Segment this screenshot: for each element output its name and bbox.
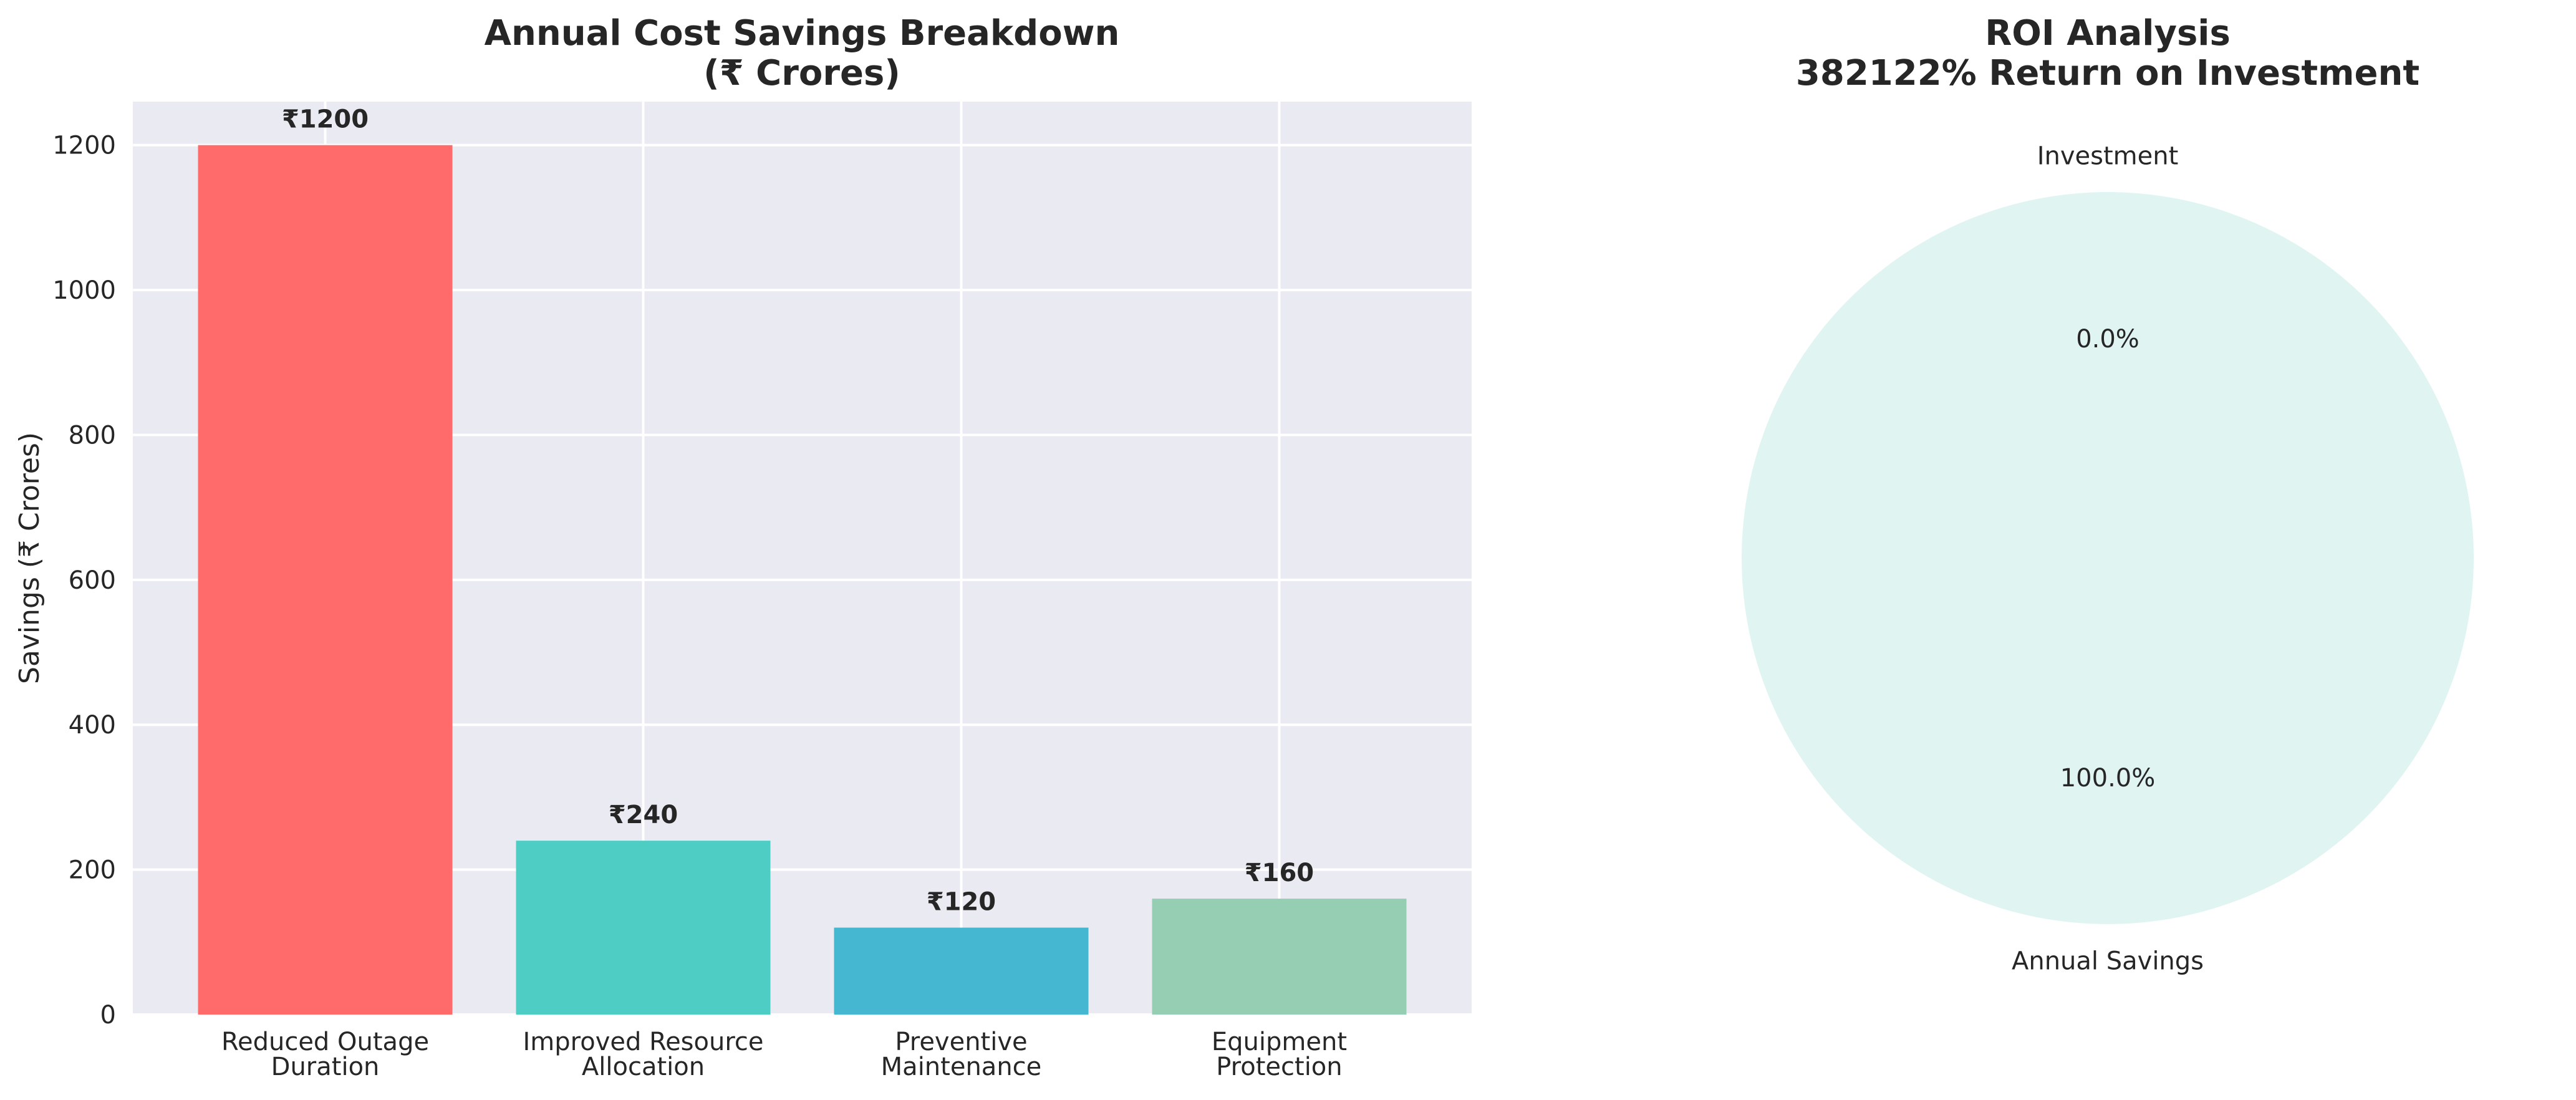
x-tick-label: Protection [1216,1053,1342,1081]
x-tick-label: Improved Resource [523,1028,764,1056]
y-tick-label: 1200 [52,132,116,160]
pie-percent-label: 0.0% [2076,325,2139,354]
bar-value-label: ₹160 [1245,859,1314,887]
bar-marks [198,145,1407,1015]
x-tick-label: Duration [271,1053,380,1081]
pie-slice-label: Annual Savings [2012,947,2204,976]
bar-value-labels: ₹1200 ₹240 ₹120 ₹160 [282,105,1314,917]
x-tick-label: Reduced Outage [221,1028,429,1056]
x-tick-label: Equipment [1212,1028,1347,1056]
bar-value-label: ₹1200 [282,105,369,134]
bar-chart-title-line2: (₹ Crores) [703,53,900,94]
y-tick-labels: 0 200 400 600 800 1000 1200 [52,132,116,1030]
y-tick-label: 200 [69,856,116,885]
bar-value-label: ₹240 [609,801,678,829]
pie-percent-label: 100.0% [2060,764,2156,793]
pie-chart: ROI Analysis 382122% Return on Investmen… [1742,13,2474,976]
pie-slice [1742,192,2474,924]
bar-chart-title-line1: Annual Cost Savings Breakdown [485,13,1120,54]
y-tick-label: 800 [69,421,116,450]
pie-marks [1742,192,2474,924]
x-tick-label: Allocation [582,1053,705,1081]
bar [834,927,1089,1015]
y-tick-label: 600 [69,566,116,595]
pie-chart-title-line2: 382122% Return on Investment [1796,53,2419,94]
x-tick-label: Preventive [895,1028,1027,1056]
pie-slice-label: Investment [2037,142,2179,170]
bar [1152,899,1407,1015]
pie-labels: Investment 0.0% Annual Savings 100.0% [2012,142,2204,975]
y-tick-label: 0 [100,1001,116,1030]
bar [516,841,771,1015]
bar [198,145,453,1015]
bar-value-label: ₹120 [927,888,996,917]
bar-chart: Annual Cost Savings Breakdown (₹ Crores)… [14,13,1472,1081]
pie-chart-title-line1: ROI Analysis [1985,13,2231,54]
y-tick-label: 400 [69,711,116,740]
y-axis-label: Savings (₹ Crores) [14,432,46,684]
y-tick-label: 1000 [52,276,116,305]
x-tick-label: Maintenance [881,1053,1042,1081]
